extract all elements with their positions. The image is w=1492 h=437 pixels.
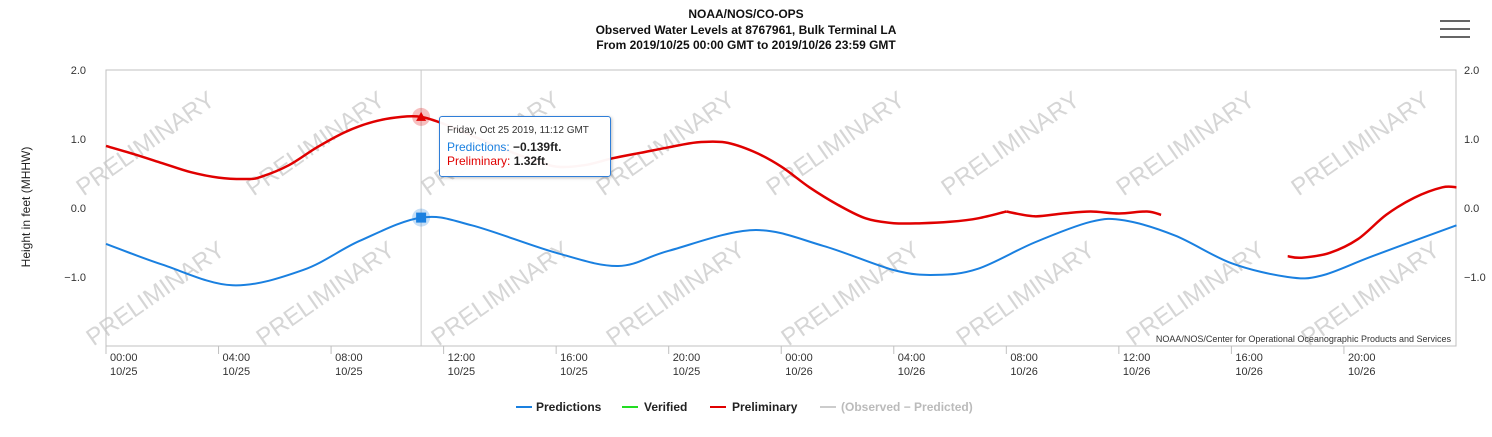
watermark-layer: PRELIMINARY PRELIMINARY PRELIMINARY PRELIMI… (71, 86, 1444, 351)
x-tick-label-date: 10/25 (110, 366, 138, 378)
x-tick-label-time: 04:00 (898, 352, 926, 364)
x-tick-label-time: 00:00 (785, 352, 813, 364)
y-tick-label-left: 1.0 (71, 134, 86, 146)
y-tick-label-left: 2.0 (71, 65, 86, 77)
x-tick-label-time: 20:00 (1348, 352, 1376, 364)
x-tick-label-time: 20:00 (673, 352, 701, 364)
watermark-text: PRELIMINARY (951, 236, 1099, 351)
watermark-text: PRELIMINARY (776, 236, 924, 351)
chart-subtitle-station: Observed Water Levels at 8767961, Bulk T… (595, 23, 897, 37)
series-line-preliminary-segment[interactable] (1287, 185, 1457, 260)
hover-tooltip: Friday, Oct 25 2019, 11:12 GMT Predictio… (439, 116, 611, 177)
tooltip-predictions-value: −0.139ft. (513, 140, 562, 154)
x-tick-label-time: 16:00 (560, 352, 588, 364)
legend[interactable]: Predictions Verified Preliminary (Observed … (516, 400, 973, 414)
y-tick-label-left: 0.0 (71, 203, 86, 215)
legend-item-verified[interactable]: Verified (622, 400, 687, 414)
legend-label: (Observed − Predicted) (841, 400, 973, 414)
series-line-predictions[interactable] (105, 215, 1457, 287)
watermark-text: PRELIMINARY (71, 86, 219, 201)
x-tick-label-time: 12:00 (1123, 352, 1151, 364)
x-tick-label-time: 16:00 (1235, 352, 1263, 364)
legend-label: Predictions (536, 400, 602, 414)
chart-subtitle-range: From 2019/10/25 00:00 GMT to 2019/10/26 … (596, 38, 896, 52)
watermark-text: PRELIMINARY (1286, 86, 1434, 201)
x-tick-label-date: 10/25 (560, 366, 588, 378)
x-tick-label-date: 10/25 (223, 366, 251, 378)
x-tick-label-date: 10/25 (448, 366, 476, 378)
legend-item-observed-predicted[interactable]: (Observed − Predicted) (820, 400, 973, 414)
watermark-text: PRELIMINARY (426, 236, 574, 351)
hamburger-menu-icon[interactable] (1440, 18, 1470, 44)
tooltip-preliminary-label: Preliminary: (447, 154, 511, 168)
tooltip-predictions-row: Predictions: −0.139ft. (447, 140, 603, 154)
tooltip-date: Friday, Oct 25 2019, 11:12 GMT (447, 125, 589, 136)
x-tick-label-time: 08:00 (1010, 352, 1038, 364)
watermark-text: PRELIMINARY (251, 236, 399, 351)
x-tick-label-date: 10/26 (898, 366, 926, 378)
tooltip-predictions-label: Predictions: (447, 140, 510, 154)
legend-item-preliminary[interactable]: Preliminary (710, 400, 798, 414)
x-tick-label-date: 10/25 (673, 366, 701, 378)
watermark-text: PRELIMINARY (591, 86, 739, 201)
menu-bar-middle (1440, 28, 1470, 30)
x-tick-label-date: 10/26 (1235, 366, 1263, 378)
tooltip-preliminary-row: Preliminary: 1.32ft. (447, 154, 603, 168)
menu-bar-bottom (1440, 36, 1470, 38)
highlight-layer (412, 70, 431, 346)
x-tick-label-time: 04:00 (223, 352, 251, 364)
chart-title: NOAA/NOS/CO-OPS (688, 7, 804, 21)
hover-marker-preliminary (416, 111, 427, 121)
y-tick-label-right: 2.0 (1464, 65, 1479, 77)
watermark-text: PRELIMINARY (761, 86, 909, 201)
x-tick-label-date: 10/26 (785, 366, 813, 378)
y-tick-label-right: 0.0 (1464, 203, 1479, 215)
y-tick-label-right: −1.0 (1464, 272, 1486, 284)
x-tick-label-date: 10/26 (1123, 366, 1151, 378)
menu-bar-top (1440, 20, 1470, 22)
axes-layer: 2.0 2.0 1.0 1.0 0.0 0.0 −1.0 −1.0 00:00 10/25 04:0… (64, 65, 1485, 378)
watermark-text: PRELIMINARY (241, 86, 389, 201)
x-tick-label-date: 10/26 (1348, 366, 1376, 378)
y-axis-title: Height in feet (MHHW) (19, 147, 33, 268)
credit-text: NOAA/NOS/Center for Operational Oceanogr… (1156, 334, 1452, 344)
x-tick-label-time: 00:00 (110, 352, 138, 364)
legend-item-predictions[interactable]: Predictions (516, 400, 602, 414)
hover-marker-predictions (416, 212, 427, 223)
x-tick-label-time: 08:00 (335, 352, 363, 364)
x-tick-label-date: 10/25 (335, 366, 363, 378)
x-tick-label-date: 10/26 (1010, 366, 1038, 378)
series-line-preliminary-segment[interactable] (1006, 210, 1162, 218)
tooltip-preliminary-value: 1.32ft. (513, 154, 549, 168)
x-tick-label-time: 12:00 (448, 352, 476, 364)
watermark-text: PRELIMINARY (936, 86, 1084, 201)
legend-label: Preliminary (732, 400, 798, 414)
watermark-text: PRELIMINARY (601, 236, 749, 351)
legend-label: Verified (644, 400, 687, 414)
watermark-text: PRELIMINARY (81, 236, 229, 351)
y-tick-label-left: −1.0 (64, 272, 86, 284)
watermark-text: PRELIMINARY (1111, 86, 1259, 201)
y-tick-label-right: 1.0 (1464, 134, 1479, 146)
